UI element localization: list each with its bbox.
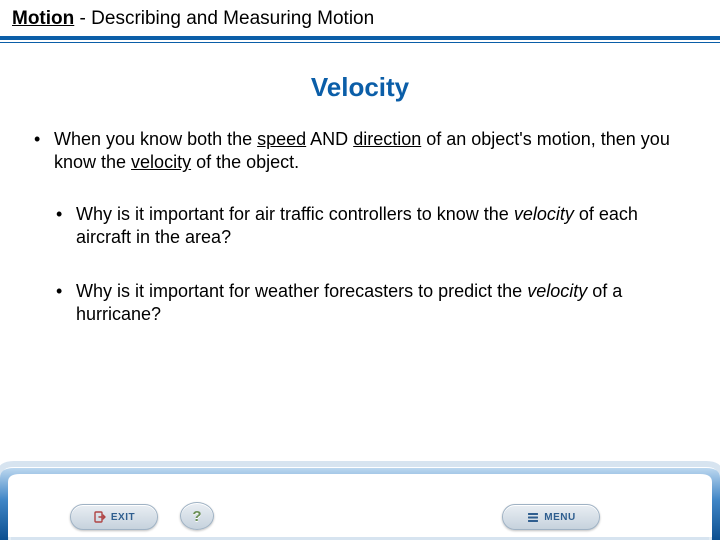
help-icon: ?	[192, 508, 201, 525]
text-fragment: of the object.	[191, 152, 299, 172]
underline-velocity: velocity	[131, 152, 191, 172]
bullet-main: When you know both the speed AND directi…	[30, 128, 690, 175]
bullet-sub-1: Why is it important for air traffic cont…	[52, 203, 690, 250]
underline-speed: speed	[257, 129, 306, 149]
italic-velocity: velocity	[514, 204, 574, 224]
exit-button-label: EXIT	[111, 512, 135, 523]
header-rule-thin	[0, 42, 720, 43]
menu-button-label: MENU	[544, 512, 575, 523]
text-fragment: AND	[306, 129, 353, 149]
menu-button[interactable]: MENU	[502, 504, 600, 530]
text-fragment: Why is it important for weather forecast…	[76, 281, 527, 301]
text-fragment: When you know both the	[54, 129, 257, 149]
text-fragment: Why is it important for air traffic cont…	[76, 204, 514, 224]
header-chapter: Motion	[12, 8, 74, 29]
header-rule-thick	[0, 36, 720, 40]
menu-icon	[526, 510, 540, 524]
header-section: Describing and Measuring Motion	[91, 8, 374, 29]
italic-velocity: velocity	[527, 281, 587, 301]
header-separator: -	[74, 8, 91, 29]
content-area: When you know both the speed AND directi…	[30, 128, 690, 356]
bullet-sub-2: Why is it important for weather forecast…	[52, 280, 690, 327]
page-title: Velocity	[0, 72, 720, 103]
slide: Motion - Describing and Measuring Motion…	[0, 0, 720, 540]
exit-icon	[93, 510, 107, 524]
header-rule	[0, 36, 720, 44]
exit-button[interactable]: EXIT	[70, 504, 158, 530]
underline-direction: direction	[353, 129, 421, 149]
header-text: Motion - Describing and Measuring Motion	[12, 8, 708, 30]
help-button[interactable]: ?	[180, 502, 214, 530]
